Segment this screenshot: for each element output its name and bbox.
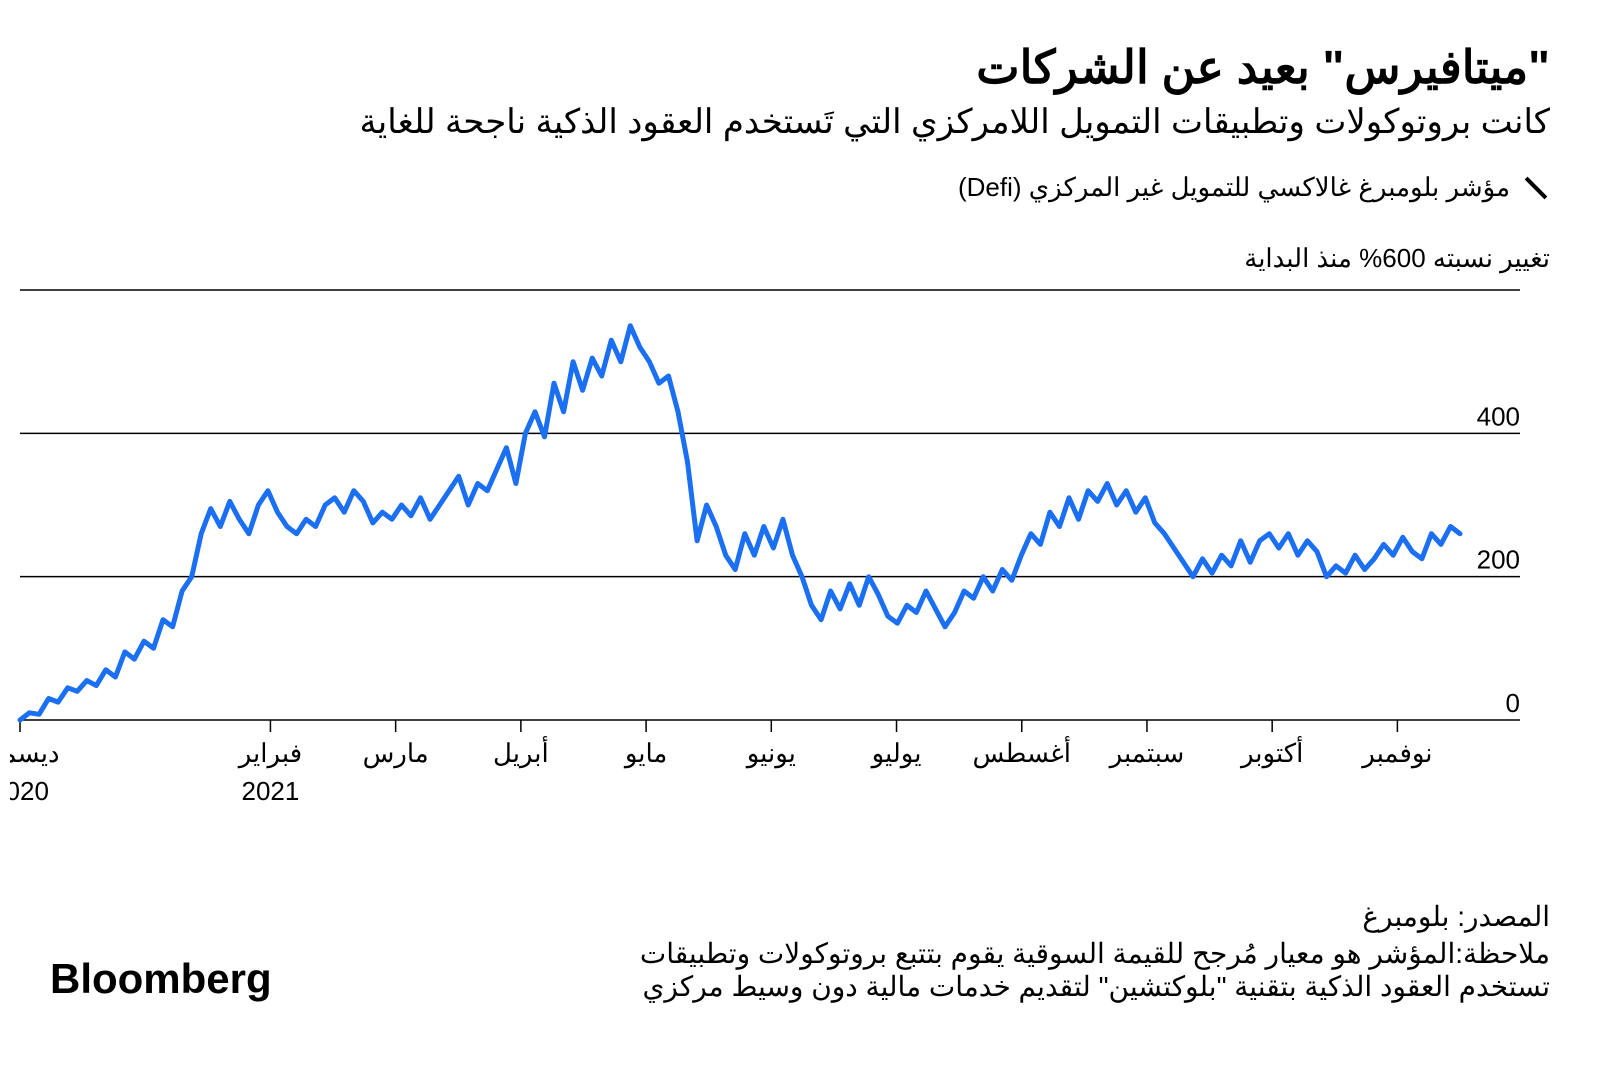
- svg-text:مايو: مايو: [623, 738, 668, 769]
- chart-container: 0200400ديسمبر2020فبراير2021مارسأبريلمايو…: [50, 280, 1550, 810]
- max-change-label: تغيير نسبته 600% منذ البداية: [50, 243, 1550, 274]
- svg-text:0: 0: [1506, 688, 1520, 718]
- source-text: المصدر: بلومبرغ: [550, 900, 1550, 933]
- svg-text:سبتمبر: سبتمبر: [1108, 738, 1185, 769]
- svg-text:2020: 2020: [10, 776, 49, 806]
- svg-text:فبراير: فبراير: [237, 738, 302, 769]
- legend-line-icon: [1525, 176, 1548, 199]
- note-text: ملاحظة:المؤشر هو معيار مُرجح للقيمة السو…: [550, 937, 1550, 1003]
- svg-text:200: 200: [1477, 545, 1520, 575]
- svg-text:يونيو: يونيو: [745, 738, 796, 769]
- footer-text: المصدر: بلومبرغ ملاحظة:المؤشر هو معيار م…: [550, 900, 1550, 1003]
- svg-text:400: 400: [1477, 401, 1520, 431]
- chart-subtitle: كانت بروتوكولات وتطبيقات التمويل اللامرك…: [50, 102, 1550, 142]
- svg-text:2021: 2021: [242, 776, 300, 806]
- svg-text:أبريل: أبريل: [493, 735, 549, 769]
- svg-text:ديسمبر: ديسمبر: [10, 738, 60, 769]
- chart-legend: مؤشر بلومبرغ غالاكسي للتمويل غير المركزي…: [50, 172, 1550, 203]
- svg-text:يوليو: يوليو: [870, 738, 922, 769]
- chart-footer: Bloomberg المصدر: بلومبرغ ملاحظة:المؤشر …: [50, 900, 1550, 1003]
- svg-text:أكتوبر: أكتوبر: [1239, 735, 1303, 769]
- svg-text:نوفمبر: نوفمبر: [1360, 738, 1432, 769]
- bloomberg-logo: Bloomberg: [50, 955, 272, 1003]
- chart-title: "ميتافيرس" بعيد عن الشركات: [50, 40, 1550, 94]
- line-chart: 0 200 400 ديسمبر 2020 فبراير 2021 مارس أبريل مايو…: [10, 280, 1550, 810]
- svg-text:أغسطس: أغسطس: [972, 735, 1071, 769]
- legend-label: مؤشر بلومبرغ غالاكسي للتمويل غير المركزي…: [958, 172, 1510, 203]
- svg-text:مارس: مارس: [363, 738, 429, 769]
